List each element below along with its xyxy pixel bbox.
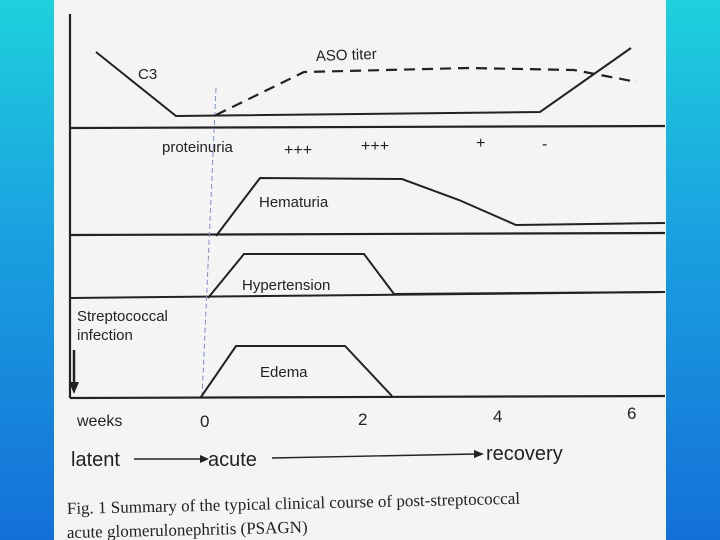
baseline-row-4 [69,394,666,400]
baseline-row-2 [69,231,666,237]
proteinuria-label: proteinuria [162,139,234,156]
proteinuria-level-2: +++ [361,138,389,155]
tick-label-0: 0 [200,412,209,431]
recovery-arrow [271,453,477,459]
hypertension-label: Hypertension [242,277,330,294]
slide: C3 ASO titer proteinuria +++ +++ + - Hem… [54,0,666,540]
aso-titer-curve [215,66,638,116]
edema-curve [200,345,393,398]
proteinuria-level-3: + [476,135,485,152]
tick-label-6: 6 [627,404,636,423]
recovery-arrow-head [474,450,484,458]
weeks-label: weeks [76,413,122,430]
infection-label: infection [77,327,133,344]
tick-label-2: 2 [358,410,367,429]
acute-label: acute [208,449,257,471]
caption-line-1: Fig. 1 Summary of the typical clinical c… [67,489,521,518]
c3-label: C3 [138,66,157,83]
streptococcal-label: Streptococcal [77,308,168,325]
course-diagram: C3 ASO titer proteinuria +++ +++ + - Hem… [67,14,666,540]
hematuria-label: Hematuria [259,194,329,211]
tick-label-4: 4 [493,407,502,426]
hypertension-curve [207,253,666,299]
hematuria-curve [215,176,666,237]
caption-line-2: acute glomerulonephritis (PSAGN) [67,518,308,540]
proteinuria-level-4: - [542,136,547,153]
latent-label: latent [71,449,120,471]
infection-arrow-head [69,382,79,394]
week-zero-marker [201,87,217,399]
aso-titer-label: ASO titer [316,46,377,65]
c3-curve [95,47,632,118]
edema-label: Edema [260,364,308,381]
baseline-row-1 [69,124,666,130]
proteinuria-level-1: +++ [284,142,312,159]
latent-arrow-head [200,455,209,463]
recovery-label: recovery [486,443,563,465]
